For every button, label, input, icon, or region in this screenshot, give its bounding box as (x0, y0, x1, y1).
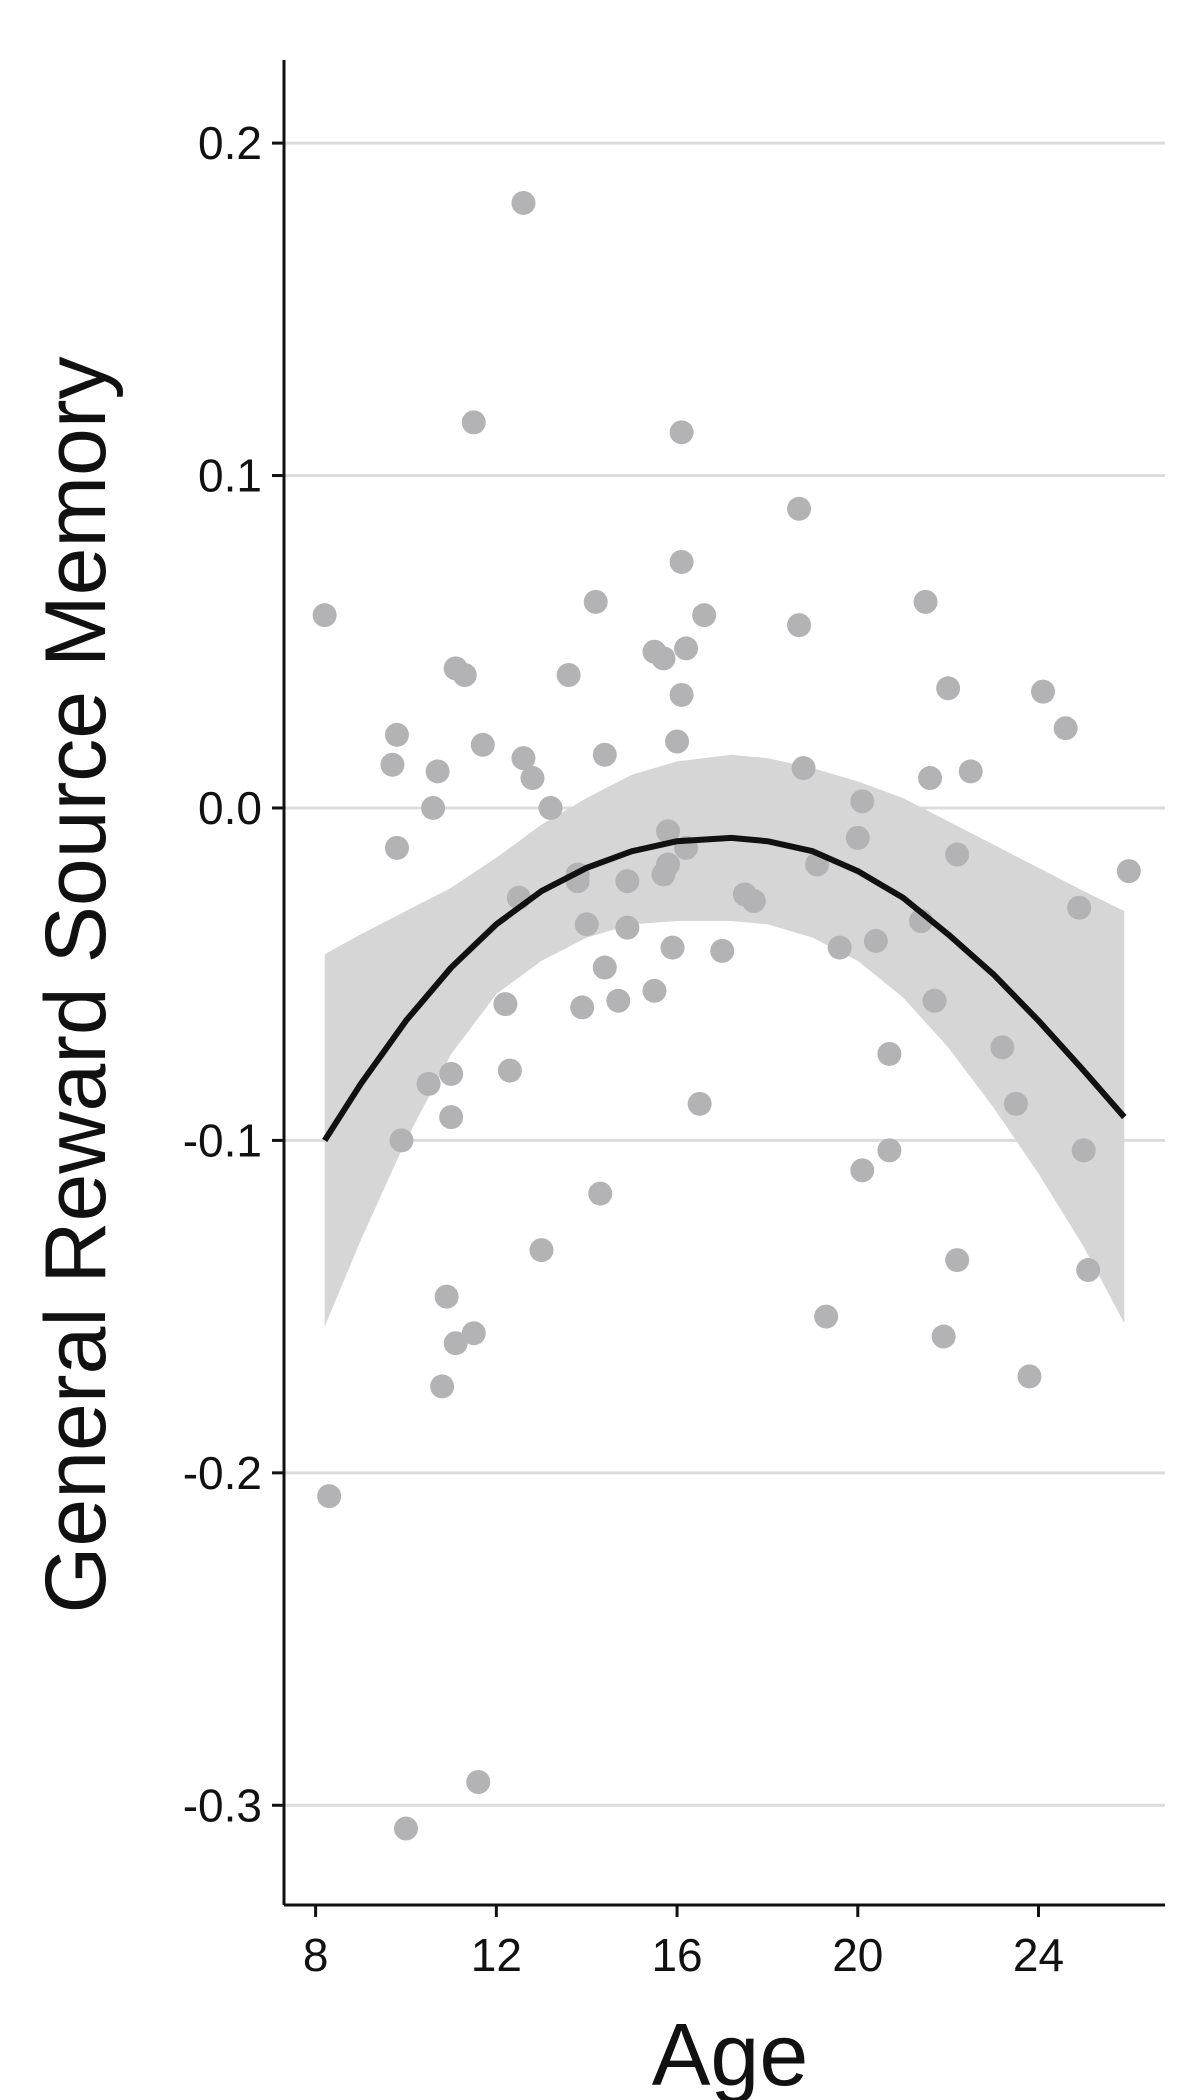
data-point (461, 1321, 486, 1346)
data-point (1067, 895, 1092, 920)
data-point (642, 978, 667, 1003)
data-point (470, 732, 495, 757)
data-point (1017, 1364, 1042, 1389)
data-point (538, 795, 563, 820)
data-point (669, 682, 694, 707)
data-point (669, 420, 694, 445)
y-tick-label: -0.2 (183, 1447, 262, 1499)
data-point (606, 988, 631, 1013)
data-point (520, 766, 545, 791)
data-point (936, 676, 961, 701)
fit-line (322, 834, 1127, 1143)
x-tick-label: 24 (1013, 1929, 1064, 1981)
data-point (1031, 679, 1056, 704)
data-point (570, 995, 595, 1020)
y-tick-label: 0.1 (198, 450, 262, 502)
data-point (791, 756, 816, 781)
axes (272, 60, 1165, 1917)
data-point (741, 889, 766, 914)
data-point (787, 613, 812, 638)
data-point (877, 1041, 902, 1066)
data-point (380, 752, 405, 777)
x-axis-title: Age (652, 2005, 809, 2100)
data-point (389, 1128, 414, 1153)
x-tick-label: 20 (832, 1929, 883, 1981)
data-point (583, 589, 608, 614)
data-point (990, 1035, 1015, 1060)
data-point (922, 988, 947, 1013)
data-point (312, 603, 337, 628)
data-point (443, 1331, 468, 1356)
data-point (439, 1105, 464, 1130)
data-point (945, 842, 970, 867)
data-point (384, 835, 409, 860)
data-point (913, 589, 938, 614)
data-point (497, 1058, 522, 1083)
y-tick-label: 0.0 (198, 782, 262, 834)
data-point (787, 496, 812, 521)
data-point (1003, 1091, 1028, 1116)
data-point (384, 722, 409, 747)
data-point (814, 1304, 839, 1329)
data-point (669, 549, 694, 574)
data-point (425, 759, 450, 784)
data-point (945, 1248, 970, 1273)
data-point (430, 1374, 455, 1399)
data-points (312, 190, 1141, 1841)
y-tick-label: -0.1 (183, 1114, 262, 1166)
data-point (665, 729, 690, 754)
data-point (416, 1071, 441, 1096)
data-point (434, 1284, 459, 1309)
data-point (452, 663, 477, 687)
y-axis-title: General Reward Source Memory (28, 356, 124, 1613)
data-point (827, 935, 852, 960)
y-tick-label: -0.3 (183, 1779, 262, 1831)
data-point (574, 912, 599, 937)
data-point (461, 410, 486, 435)
data-point (615, 915, 640, 940)
x-tick-label: 8 (303, 1929, 329, 1981)
data-point (710, 938, 735, 963)
data-point (850, 789, 875, 814)
x-tick-label: 16 (651, 1929, 702, 1981)
data-point (588, 1181, 613, 1206)
data-point (687, 1091, 712, 1116)
fit-curve (322, 834, 1127, 1143)
data-point (511, 746, 536, 771)
data-point (466, 1770, 491, 1794)
data-point (1076, 1258, 1101, 1283)
data-point (592, 742, 617, 767)
data-point (931, 1324, 956, 1349)
data-point (1116, 859, 1141, 884)
x-tick-label: 12 (471, 1929, 522, 1981)
data-point (511, 190, 536, 215)
data-point (529, 1238, 554, 1263)
data-point (439, 1061, 464, 1086)
data-point (877, 1138, 902, 1163)
data-point (958, 759, 983, 784)
data-point (660, 935, 685, 960)
data-point (1071, 1138, 1096, 1163)
data-point (656, 819, 681, 844)
data-point (656, 852, 681, 877)
tick-labels: 0.2 0.1 0.0 -0.1 -0.2 -0.3 8 12 16 20 24 (183, 117, 1064, 1981)
data-point (651, 646, 676, 671)
y-tick-label: 0.2 (198, 117, 262, 169)
data-point (850, 1158, 875, 1183)
data-point (845, 825, 870, 850)
data-point (421, 795, 446, 820)
data-point (615, 869, 640, 894)
data-point (863, 928, 888, 953)
data-point (493, 992, 518, 1017)
data-point (692, 603, 717, 628)
data-point (393, 1816, 418, 1841)
data-point (1053, 716, 1078, 741)
data-point (592, 955, 617, 980)
data-point (556, 663, 581, 687)
data-point (918, 766, 943, 791)
data-point (674, 636, 699, 661)
data-point (317, 1484, 342, 1509)
